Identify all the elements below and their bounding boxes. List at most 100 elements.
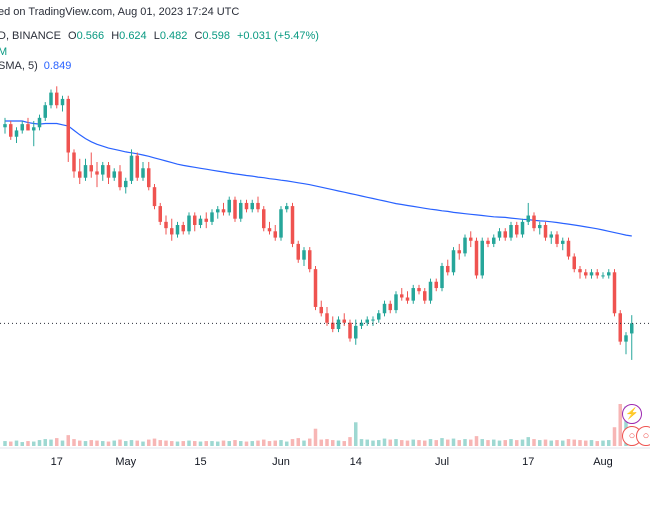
volume-bar [434,440,438,446]
candle-body [302,250,306,260]
volume-label[interactable]: M [0,46,8,58]
volume-bar [83,441,88,446]
volume-bar [221,440,226,446]
x-tick-label: 15 [194,456,206,468]
volume-bar [457,440,461,446]
candle-body [469,237,473,241]
candle-body [405,297,410,301]
candle-body [388,303,392,311]
candle-body [95,171,99,175]
volume-bar [371,440,375,446]
volume-bar [601,440,605,446]
candle-body [612,272,617,314]
candle-body [555,234,559,244]
publish-line: ed on TradingView.com, Aug 01, 2023 17:2… [0,6,239,18]
earnings-badge-icon[interactable]: ○ [636,426,650,446]
sma-legend: SMA, 5) 0.849 [0,60,71,72]
volume-bar [37,440,42,446]
candle-body [124,180,128,188]
volume-bar [60,440,65,446]
sma-line [5,120,632,237]
candle-body [331,322,335,330]
volume-bar [256,440,260,446]
candle-body [624,335,628,342]
volume-bar [43,439,47,446]
candle-body [26,124,30,131]
candle-body [411,288,415,301]
candle-body [336,319,341,330]
x-tick-label: Aug [593,456,613,468]
volume-bar [348,437,352,446]
open-value: 0.566 [76,30,105,42]
candle-body [141,168,145,178]
lightning-icon[interactable]: ⚡ [622,404,642,424]
volume-bar [95,440,99,446]
candle-body [273,231,277,238]
volume-bar [589,440,594,446]
volume-bar [204,441,208,446]
candle-body [55,92,59,106]
candle-body [187,215,191,232]
candle-body [480,240,484,276]
candle-body [112,171,116,178]
candle-body [497,231,502,238]
volume-bar [549,440,553,446]
candle-body [532,215,536,229]
candle-body [566,240,571,257]
x-tick-label: 14 [350,456,362,468]
volume-bar [3,441,7,446]
candle-body [147,168,151,188]
volume-bar [578,440,582,446]
candle-body [181,225,185,232]
volume-bar [129,440,134,446]
volume-bar [555,440,559,446]
sma-value: 0.849 [43,60,72,72]
volume-bar [9,441,13,446]
candle-body [285,206,289,210]
candle-body [434,281,438,289]
candle-body [618,313,622,342]
candle-body [158,206,162,222]
candle-body [60,98,65,106]
candle-body [394,294,398,311]
volume-bar [72,439,76,446]
volume-bar [474,436,479,446]
candle-body [152,187,157,207]
volume-bar [359,439,364,446]
candle-body [382,303,387,314]
candle-body [313,269,318,307]
volume-bar [526,437,530,446]
volume-bar [147,439,151,446]
volume-bar [112,440,116,446]
volume-bar [20,442,24,446]
candle-body [543,225,548,238]
volume-bar [290,439,295,446]
candle-body [129,155,134,181]
volume-bar [486,440,490,446]
volume-bar [584,440,588,446]
volume-bar [607,440,611,446]
candle-body [164,221,168,229]
sma-label[interactable]: SMA, 5) [0,60,38,72]
volume-bar [417,440,421,446]
volume-bar [566,439,571,446]
candle-body [101,165,105,175]
candle-body [595,272,599,276]
volume-bar [331,440,335,446]
volume-bar [492,439,496,446]
volume-legend: M [0,46,7,58]
x-tick-label: 17 [522,456,534,468]
volume-bar [377,440,381,446]
volume-bar [118,439,122,446]
volume-bar [101,441,105,446]
x-tick-label: May [115,456,136,468]
candle-body [520,221,525,235]
candle-body [135,155,139,178]
candle-body [325,313,329,323]
volume-bar [273,440,277,446]
volume-bar [187,440,191,446]
symbol-exchange[interactable]: D, BINANCE [0,30,61,42]
candle-body [20,124,24,131]
